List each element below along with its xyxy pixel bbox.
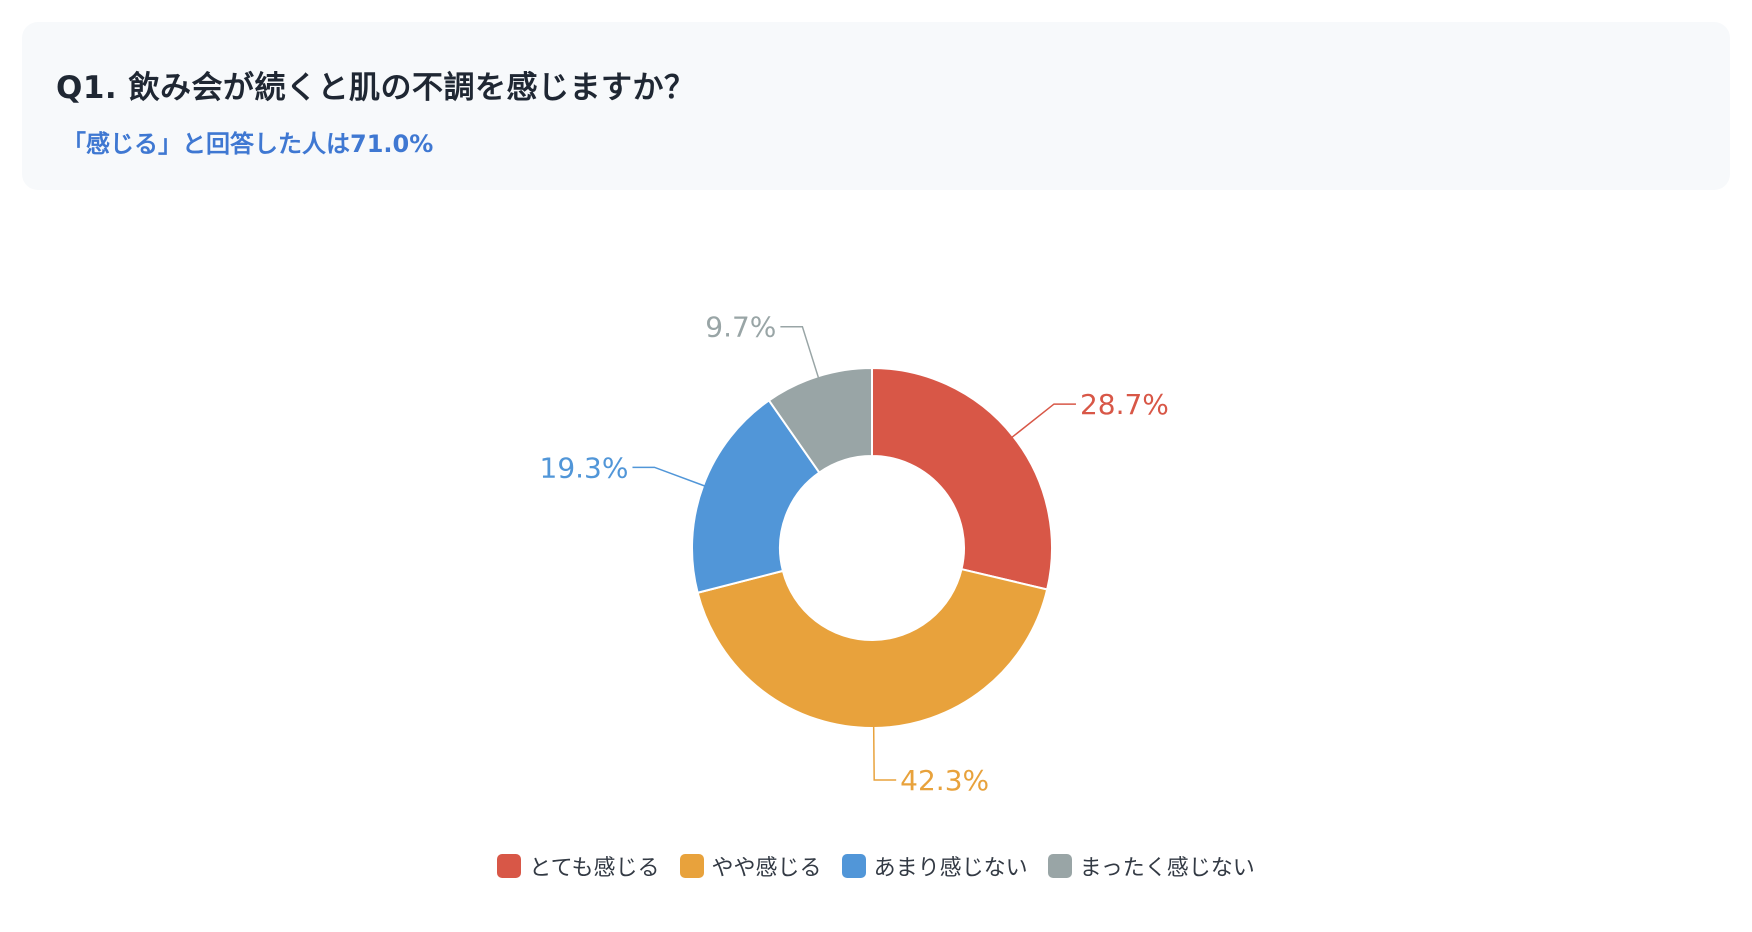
legend-label-not-at-all: まったく感じない — [1079, 856, 1255, 881]
leader-line-very — [1011, 403, 1076, 439]
question-subtitle: 「感じる」と回答した人は71.0% — [62, 130, 434, 158]
legend-swatch-somewhat — [679, 854, 704, 878]
question-card — [22, 22, 1730, 190]
legend-swatch-not-at-all — [1047, 854, 1072, 878]
legend-label-not-much: あまり感じない — [873, 856, 1028, 881]
legend-swatch-very — [497, 854, 522, 878]
donut-slice-not-at-all[interactable] — [767, 366, 873, 474]
slice-label-somewhat: 42.3% — [900, 764, 989, 797]
legend-item-somewhat[interactable]: やや感じる — [679, 850, 822, 882]
slice-label-not-at-all: 9.7% — [705, 311, 776, 344]
legend-item-very[interactable]: とても感じる — [497, 850, 660, 882]
donut-slice-not-much[interactable] — [691, 399, 821, 594]
question-title: Q1. 飲み会が続くと肌の不調を感じますか？ — [56, 70, 696, 106]
donut-slice-somewhat[interactable] — [696, 567, 1049, 729]
legend-swatch-not-much — [841, 854, 866, 878]
leader-line-somewhat — [872, 725, 897, 781]
legend-label-very: とても感じる — [529, 856, 660, 881]
leader-line-not-much — [632, 466, 706, 487]
legend-item-not-much[interactable]: あまり感じない — [841, 850, 1028, 882]
donut-slice-very[interactable] — [871, 366, 1053, 591]
leader-line-not-at-all — [780, 325, 820, 379]
slice-label-very: 28.7% — [1080, 388, 1169, 421]
chart-legend: とても感じる やや感じる あまり感じない まったく感じない — [0, 850, 1752, 882]
legend-item-not-at-all[interactable]: まったく感じない — [1047, 850, 1255, 882]
legend-label-somewhat: やや感じる — [711, 856, 822, 881]
slice-label-not-much: 19.3% — [540, 451, 629, 484]
